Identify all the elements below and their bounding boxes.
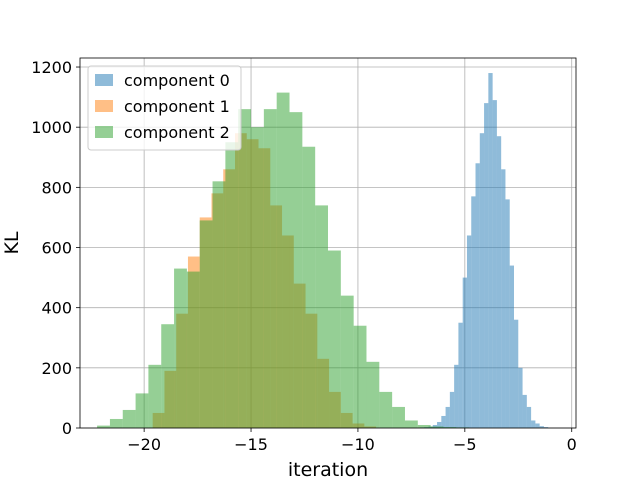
histogram-bar [109,418,123,428]
histogram-bar [501,169,506,428]
histogram-bar [340,295,354,428]
histogram-bar [488,73,493,428]
histogram-bar [328,250,341,428]
ticks: −20 −15 −10 −5 0 0 200 400 600 800 1000 1200 [31,58,577,454]
legend-label: component 2 [124,123,230,142]
histogram-bar [475,163,480,428]
y-tick-label: 600 [41,239,72,258]
histogram-bar [449,391,455,428]
histogram-bar [379,391,393,428]
x-tick-label: −5 [453,435,477,454]
histogram-bar [135,393,149,428]
histogram-bar [441,415,446,428]
histogram-bar [514,319,519,428]
series-2 [97,92,470,429]
histogram-bar [484,103,489,428]
histogram-bar [522,394,527,428]
histogram-bar [251,127,264,429]
histogram-bar [471,196,476,428]
histogram-bar [454,364,459,428]
legend: component 0 component 1 component 2 [87,65,242,151]
histogram-bar [539,426,544,428]
histogram-bar [505,199,510,428]
histogram-bar [148,364,162,428]
histogram-bar [417,424,431,428]
histogram-bar [479,133,485,428]
histogram-bar [302,146,316,428]
y-tick-label: 200 [41,359,72,378]
legend-label: component 0 [124,71,230,90]
histogram-bar [509,265,514,428]
histogram-bar [186,271,200,428]
histogram-bar [263,109,277,428]
histogram-bar [443,427,457,428]
y-tick-label: 800 [41,178,72,197]
histogram-bar [458,322,463,428]
histogram-bar [404,420,418,428]
histogram-bar [276,92,290,428]
legend-swatch [95,100,113,112]
y-tick-label: 0 [62,419,72,438]
histogram-bar [430,426,444,428]
bars [97,73,549,429]
histogram-bar [97,425,110,428]
histogram-bar [437,421,442,428]
histogram-bar [212,181,226,428]
legend-label: component 1 [124,97,230,116]
legend-box [87,65,242,151]
histogram-bar [518,367,523,428]
x-tick-label: −10 [341,435,375,454]
y-tick-label: 1200 [31,58,72,77]
histogram-bar [353,325,367,428]
histogram-bar [161,324,175,428]
histogram-bar [496,136,502,429]
histogram-bar [238,109,252,428]
plot-frame [79,57,577,429]
histogram-bar [315,205,328,428]
histogram-bar [531,420,536,428]
histogram-bar [122,409,136,428]
histogram-bar [392,406,405,428]
y-tick-label: 1000 [31,118,72,137]
x-tick-label: 0 [567,435,577,454]
y-tick-label: 400 [41,299,72,318]
histogram-bar [445,406,450,428]
histogram-bar [526,406,532,428]
x-tick-label: −20 [127,435,161,454]
histogram-bar [492,100,497,428]
legend-swatch [95,74,113,86]
histogram-bar [174,268,187,428]
histogram-bar [535,423,540,428]
legend-swatch [95,126,113,138]
histogram-bar [543,427,549,428]
series-0 [419,73,549,429]
histogram-bar [466,235,472,428]
x-tick-label: −15 [234,435,268,454]
histogram-bar [462,277,467,428]
histogram-bar [366,361,380,428]
y-axis-label: KL [1,231,23,254]
x-axis-label: iteration [288,459,368,480]
histogram-bar [199,220,213,428]
histogram-bar [225,142,239,428]
histogram-bar [289,112,303,429]
